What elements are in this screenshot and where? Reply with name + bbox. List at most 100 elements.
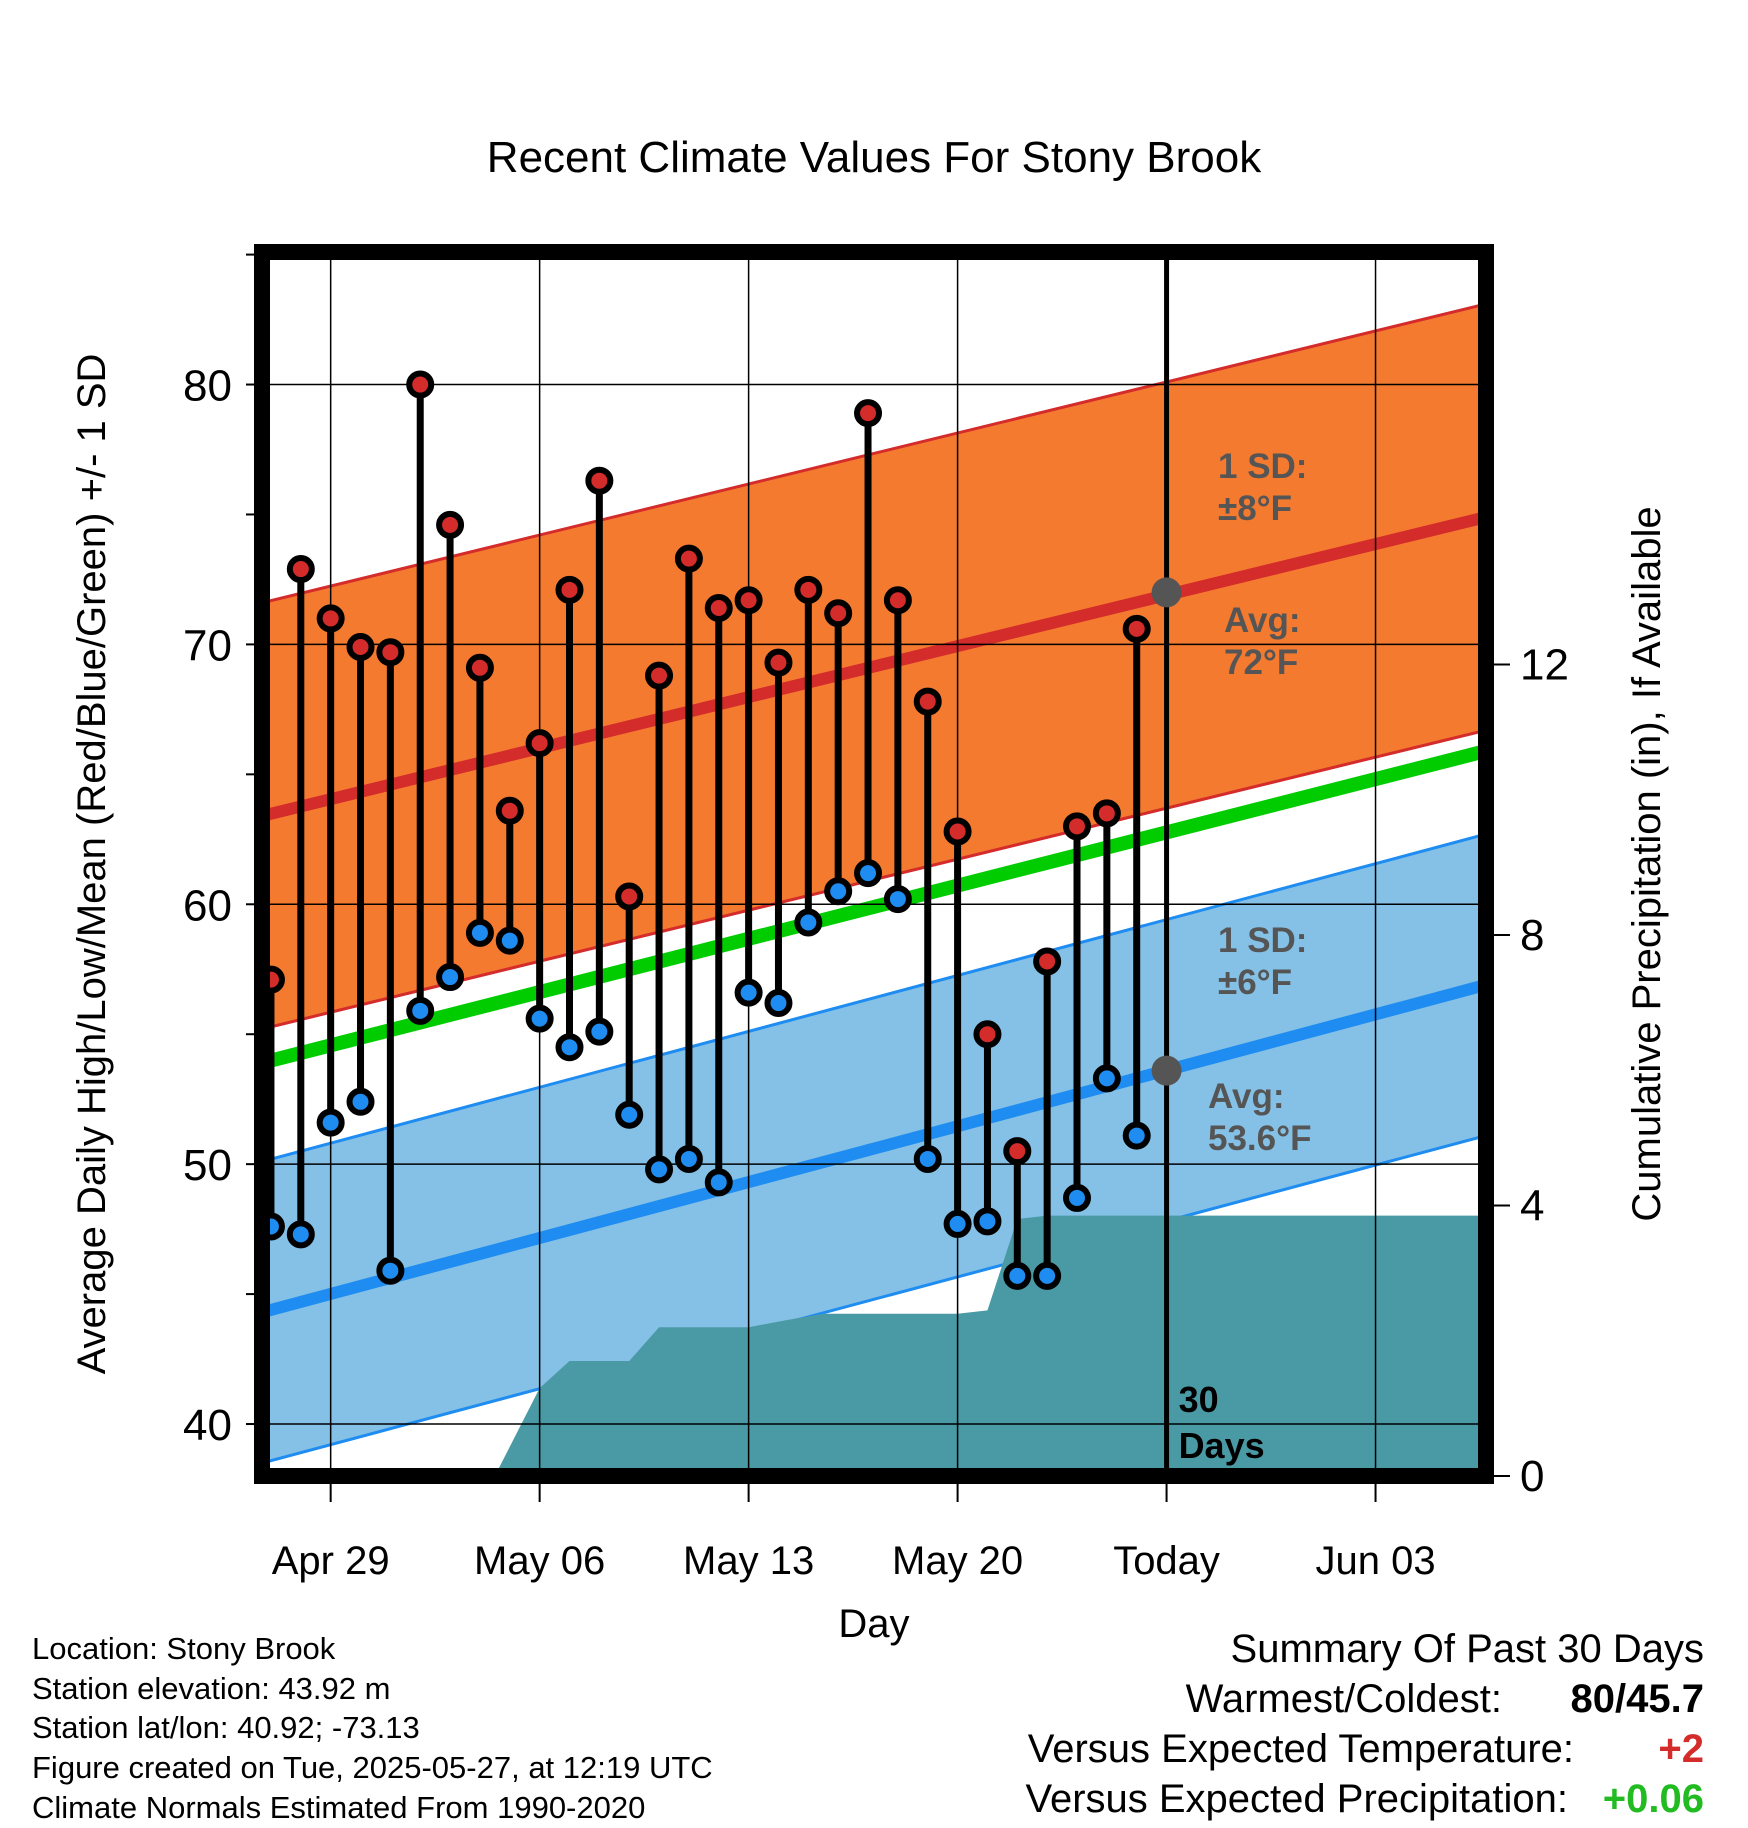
summary-block: Summary Of Past 30 Days Warmest/Coldest:… [1025, 1627, 1704, 1821]
daily-low-point [436, 963, 465, 992]
summary-precip-value: +0.06 [1603, 1777, 1704, 1821]
daily-high-point [1033, 947, 1062, 976]
chart-title: Recent Climate Values For Stony Brook [487, 133, 1262, 182]
daily-low-point [286, 1220, 315, 1249]
daily-low-point [883, 885, 912, 914]
daily-high-point [943, 817, 972, 846]
daily-high-point [1003, 1137, 1032, 1166]
x-tick-label: May 20 [892, 1539, 1023, 1583]
daily-high-point [465, 653, 494, 682]
summary-temp-value: +2 [1658, 1727, 1704, 1771]
daily-low-point [1003, 1261, 1032, 1290]
daily-high-point [316, 604, 345, 633]
daily-high-point [824, 599, 853, 628]
daily-low-point [674, 1144, 703, 1173]
daily-low-point [854, 859, 883, 888]
daily-low-point [495, 926, 524, 955]
daily-low-point [376, 1256, 405, 1285]
y-tick-label: 70 [183, 621, 232, 670]
station-info: Location: Stony Brook Station elevation:… [32, 1631, 713, 1825]
daily-high-point [555, 575, 584, 604]
daily-high-point [854, 399, 883, 428]
high-avg-value: 72°F [1224, 643, 1298, 682]
info-latlon: Station lat/lon: 40.92; -73.13 [32, 1710, 420, 1745]
low-sd-band-lower-edge [262, 1134, 1486, 1465]
daily-low-point [1063, 1183, 1092, 1212]
x-tick-label: Today [1113, 1539, 1220, 1583]
today-days-label: Days [1179, 1425, 1265, 1466]
daily-high-point [674, 544, 703, 573]
summary-precip-label: Versus Expected Precipitation: [1025, 1777, 1568, 1821]
y-tick-label: 80 [183, 362, 232, 411]
daily-low-point [734, 978, 763, 1007]
y2-tick-label: 0 [1520, 1452, 1544, 1501]
info-location: Location: Stony Brook [32, 1631, 336, 1666]
daily-high-point [1063, 812, 1092, 841]
low-sd-band-upper-edge [262, 832, 1486, 1164]
summary-title: Summary Of Past 30 Days [1231, 1627, 1704, 1671]
daily-high-point [1092, 799, 1121, 828]
daily-high-point [376, 638, 405, 667]
daily-low-point [824, 877, 853, 906]
daily-low-point [645, 1155, 674, 1184]
daily-low-point [973, 1207, 1002, 1236]
daily-high-point [764, 648, 793, 677]
y-tick-label: 50 [183, 1141, 232, 1190]
daily-low-point [406, 996, 435, 1025]
daily-high-point [794, 575, 823, 604]
x-tick-label: Apr 29 [272, 1539, 390, 1583]
low-normal-line [262, 979, 1486, 1319]
daily-high-point [615, 882, 644, 911]
low-sd-value: ±6°F [1218, 963, 1292, 1002]
daily-high-point [704, 594, 733, 623]
daily-high-point [436, 510, 465, 539]
high-avg-label: Avg: [1224, 601, 1300, 640]
x-tick-label: Jun 03 [1315, 1539, 1435, 1583]
daily-low-point [913, 1144, 942, 1173]
plot-frame [254, 244, 1494, 1484]
low-avg-value: 53.6°F [1208, 1119, 1312, 1158]
low-avg-label: Avg: [1208, 1077, 1284, 1116]
daily-low-point [943, 1209, 972, 1238]
daily-low-point [794, 908, 823, 937]
summary-warm-cold-value: 80/45.7 [1571, 1677, 1704, 1721]
high-sd-value: ±8°F [1218, 489, 1292, 528]
daily-high-point [495, 796, 524, 825]
daily-high-point [913, 687, 942, 716]
daily-low-point [1122, 1121, 1151, 1150]
high-avg-marker [1151, 577, 1182, 608]
summary-temp-label: Versus Expected Temperature: [1028, 1727, 1574, 1771]
daily-low-point [316, 1108, 345, 1137]
high-normal-line [262, 511, 1486, 822]
low-sd-label: 1 SD: [1218, 921, 1307, 960]
daily-low-point [346, 1087, 375, 1116]
daily-low-point [1092, 1064, 1121, 1093]
daily-high-point [1122, 614, 1151, 643]
y-tick-label: 60 [183, 881, 232, 930]
high-sd-band-upper-edge [262, 302, 1486, 605]
daily-high-point [525, 729, 554, 758]
daily-low-point [764, 989, 793, 1018]
mean-normal-line [262, 744, 1486, 1070]
daily-low-point [704, 1168, 733, 1197]
info-elevation: Station elevation: 43.92 m [32, 1671, 390, 1706]
daily-high-point [734, 586, 763, 615]
daily-high-point [973, 1020, 1002, 1049]
daily-high-point [286, 555, 315, 584]
daily-low-point [465, 918, 494, 947]
daily-high-point [883, 586, 912, 615]
low-avg-marker [1151, 1055, 1182, 1086]
info-created: Figure created on Tue, 2025-05-27, at 12… [32, 1750, 713, 1785]
high-sd-label: 1 SD: [1218, 447, 1307, 486]
info-normals: Climate Normals Estimated From 1990-2020 [32, 1790, 645, 1825]
summary-warm-cold-label: Warmest/Coldest: [1186, 1677, 1502, 1721]
daily-low-point [615, 1100, 644, 1129]
y2-tick-label: 8 [1520, 911, 1544, 960]
y-tick-label: 40 [183, 1401, 232, 1450]
today-days-label: 30 [1179, 1379, 1219, 1420]
x-tick-label: May 06 [474, 1539, 605, 1583]
precip-area [494, 1215, 1486, 1476]
